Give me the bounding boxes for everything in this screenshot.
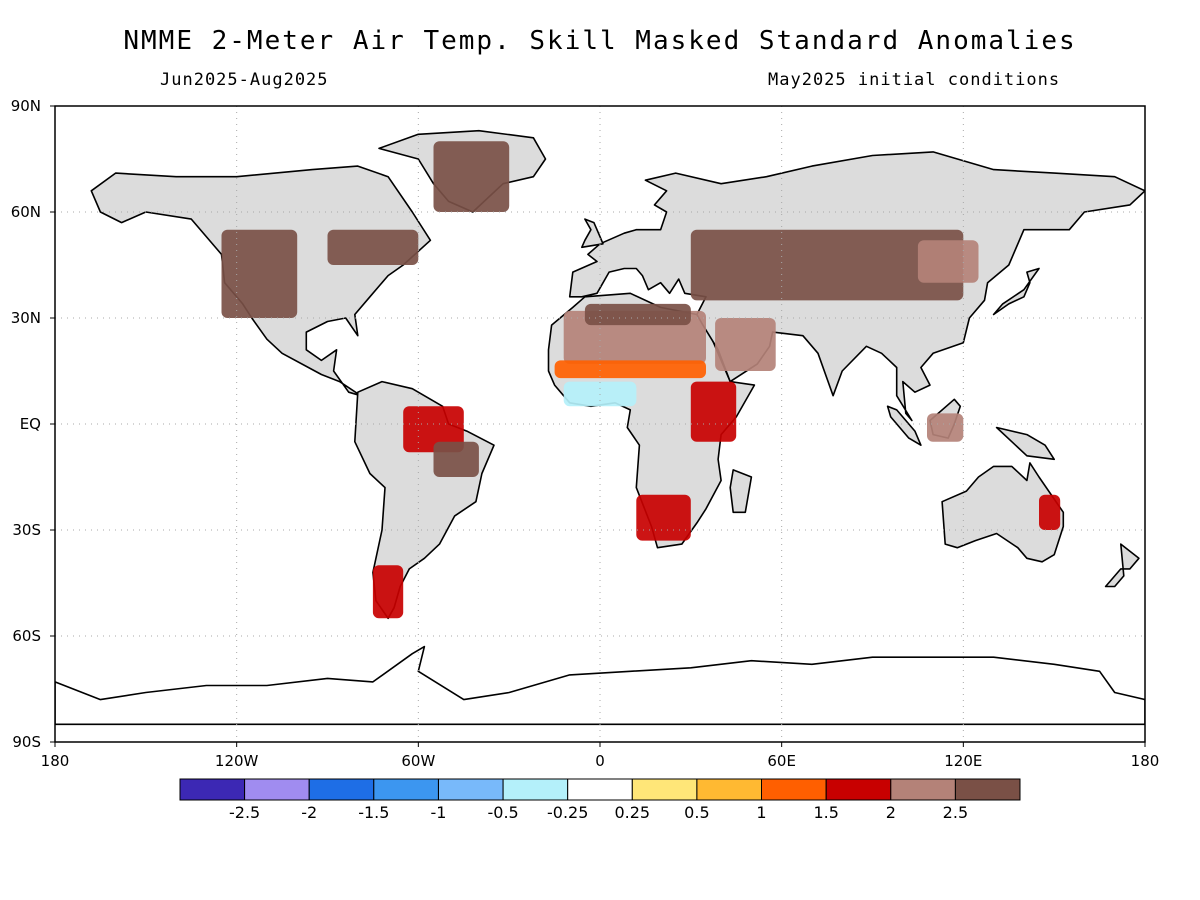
x-tick-label: 120E	[944, 752, 982, 770]
x-tick-label: 60E	[767, 752, 796, 770]
anomaly-region-15	[927, 413, 964, 442]
map-title: NMME 2-Meter Air Temp. Skill Masked Stan…	[123, 26, 1077, 56]
colorbar-label: 1	[756, 803, 766, 822]
landmass-new-guinea	[995, 426, 1055, 461]
anomaly-region-3	[554, 360, 706, 379]
graticule	[55, 106, 1145, 742]
colorbar-bin	[954, 778, 1021, 801]
landmass-new-zealand	[1104, 543, 1140, 588]
colorbar-bin	[438, 778, 504, 801]
anomaly-region-11	[403, 406, 464, 453]
y-tick-label: 60S	[12, 627, 41, 645]
x-tick-label: 180	[1131, 752, 1160, 770]
colorbar-bin	[890, 778, 956, 801]
anomaly-layer	[221, 141, 1061, 619]
colorbar-label: 0.25	[614, 803, 650, 822]
colorbar-label: 2	[886, 803, 896, 822]
colorbar-bin	[631, 778, 698, 801]
anomaly-region-2	[584, 303, 691, 326]
anomaly-region-7	[690, 229, 964, 301]
y-tick-label: 30N	[11, 309, 41, 327]
anomaly-region-10	[327, 229, 419, 265]
colorbar-bin	[373, 778, 439, 801]
colorbar-bin	[308, 778, 375, 801]
colorbar-bin	[825, 778, 892, 801]
landmass-australia	[941, 462, 1065, 563]
colorbar-bin	[502, 778, 569, 801]
y-tick-label: 90S	[12, 733, 41, 751]
colorbar-bin	[179, 778, 246, 801]
landmass-sumatra	[886, 405, 922, 447]
colorbar-label: -0.5	[487, 803, 518, 822]
landmass-antarctica	[55, 645, 1145, 726]
x-tick-label: 60W	[401, 752, 435, 770]
colorbar-bin	[244, 778, 310, 801]
anomaly-region-5	[690, 381, 737, 442]
colorbar-label: -2	[301, 803, 317, 822]
anomaly-region-9	[221, 229, 298, 318]
anomaly-region-4	[563, 381, 637, 407]
colorbar-bin	[567, 778, 633, 801]
forecast-period: Jun2025-Aug2025	[160, 70, 329, 90]
y-tick-label: 60N	[11, 203, 41, 221]
anomaly-region-6	[636, 494, 691, 541]
anomaly-region-14	[1039, 494, 1061, 530]
y-tick-label: EQ	[20, 415, 41, 433]
anomaly-region-8	[917, 240, 979, 283]
colorbar-label: -0.25	[547, 803, 588, 822]
anomaly-region-16	[433, 141, 510, 212]
colorbar-label: 1.5	[813, 803, 838, 822]
initial-conditions: May2025 initial conditions	[768, 70, 1061, 90]
colorbar-label: 0.5	[684, 803, 709, 822]
colorbar-label: 2.5	[943, 803, 968, 822]
anomaly-region-13	[372, 565, 404, 619]
anomaly-region-1	[715, 318, 776, 371]
landmass-japan	[992, 267, 1040, 316]
landmass-madagascar	[729, 469, 753, 514]
y-axis: 90N 60N 30N EQ 30S 60S 90S	[11, 97, 55, 751]
x-tick-label: 120W	[215, 752, 259, 770]
y-tick-label: 30S	[12, 521, 41, 539]
y-tick-label: 90N	[11, 97, 41, 115]
landmass-britain	[580, 218, 604, 249]
colorbar-bin	[761, 778, 827, 801]
x-tick-label: 180	[41, 752, 70, 770]
colorbar-bin	[696, 778, 763, 801]
colorbar-label: -1.5	[358, 803, 389, 822]
x-axis: 180 120W 60W 0 60E 120E 180	[41, 742, 1160, 770]
colorbar: -2.5 -2 -1.5 -1 -0.5 -0.25 0.25 0.5 1 1.5 2 2.5	[179, 778, 1021, 822]
colorbar-label: -1	[431, 803, 447, 822]
anomaly-region-12	[433, 441, 479, 477]
x-tick-label: 0	[595, 752, 605, 770]
colorbar-label: -2.5	[229, 803, 260, 822]
